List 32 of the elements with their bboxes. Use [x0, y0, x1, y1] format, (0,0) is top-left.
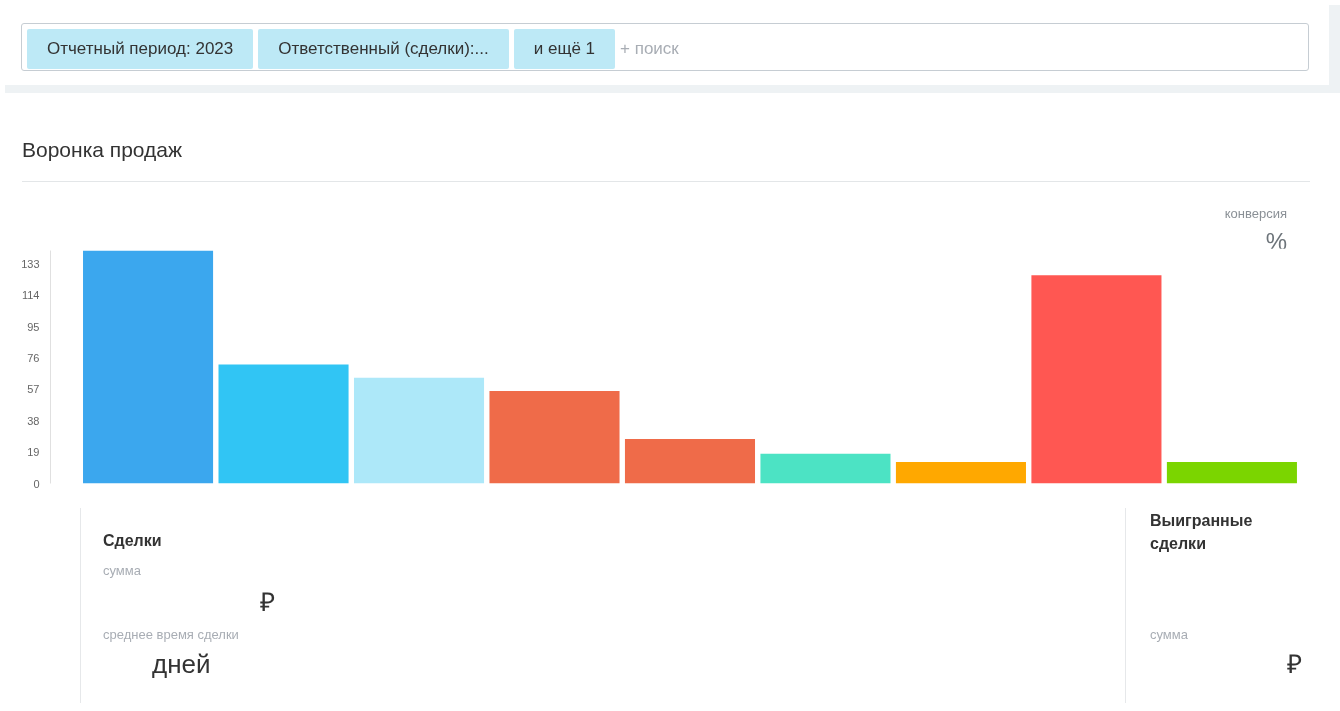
text: дней: [152, 648, 211, 681]
y-tick-label: 0: [33, 477, 40, 490]
bar: [353, 377, 485, 484]
text: сумма: [1150, 626, 1188, 644]
bar: [760, 453, 891, 484]
y-tick-label: 76: [27, 351, 40, 364]
bar: [489, 390, 620, 484]
bar: [624, 438, 756, 484]
text: Отчетный период: 2023: [27, 29, 254, 70]
text: ₽: [260, 586, 275, 619]
text: и ещё 1: [513, 29, 616, 70]
y-tick-label: 114: [21, 289, 40, 302]
bar: [1031, 275, 1162, 484]
y-tick-label: 133: [21, 257, 40, 270]
text: + поиск: [620, 39, 679, 58]
y-tick-label: 95: [27, 320, 40, 333]
bar: [1166, 462, 1297, 484]
text: конверсия: [1224, 205, 1287, 223]
bar: [895, 462, 1026, 484]
text: Сделки: [103, 531, 162, 551]
text: ₽: [1287, 648, 1302, 681]
y-tick-label: 57: [27, 383, 40, 396]
text: сумма: [103, 562, 141, 580]
bar: [83, 250, 214, 484]
chart-title: Воронка продаж: [22, 137, 183, 163]
text: Выигранные сделки: [1150, 511, 1254, 554]
text: Ответственный (сделки):...: [258, 29, 509, 70]
y-tick-label: 19: [27, 446, 40, 459]
bar: [218, 364, 349, 484]
y-tick-label: 38: [27, 414, 40, 427]
text: среднее время сделки: [103, 626, 239, 644]
annotation: %: [1265, 227, 1287, 257]
